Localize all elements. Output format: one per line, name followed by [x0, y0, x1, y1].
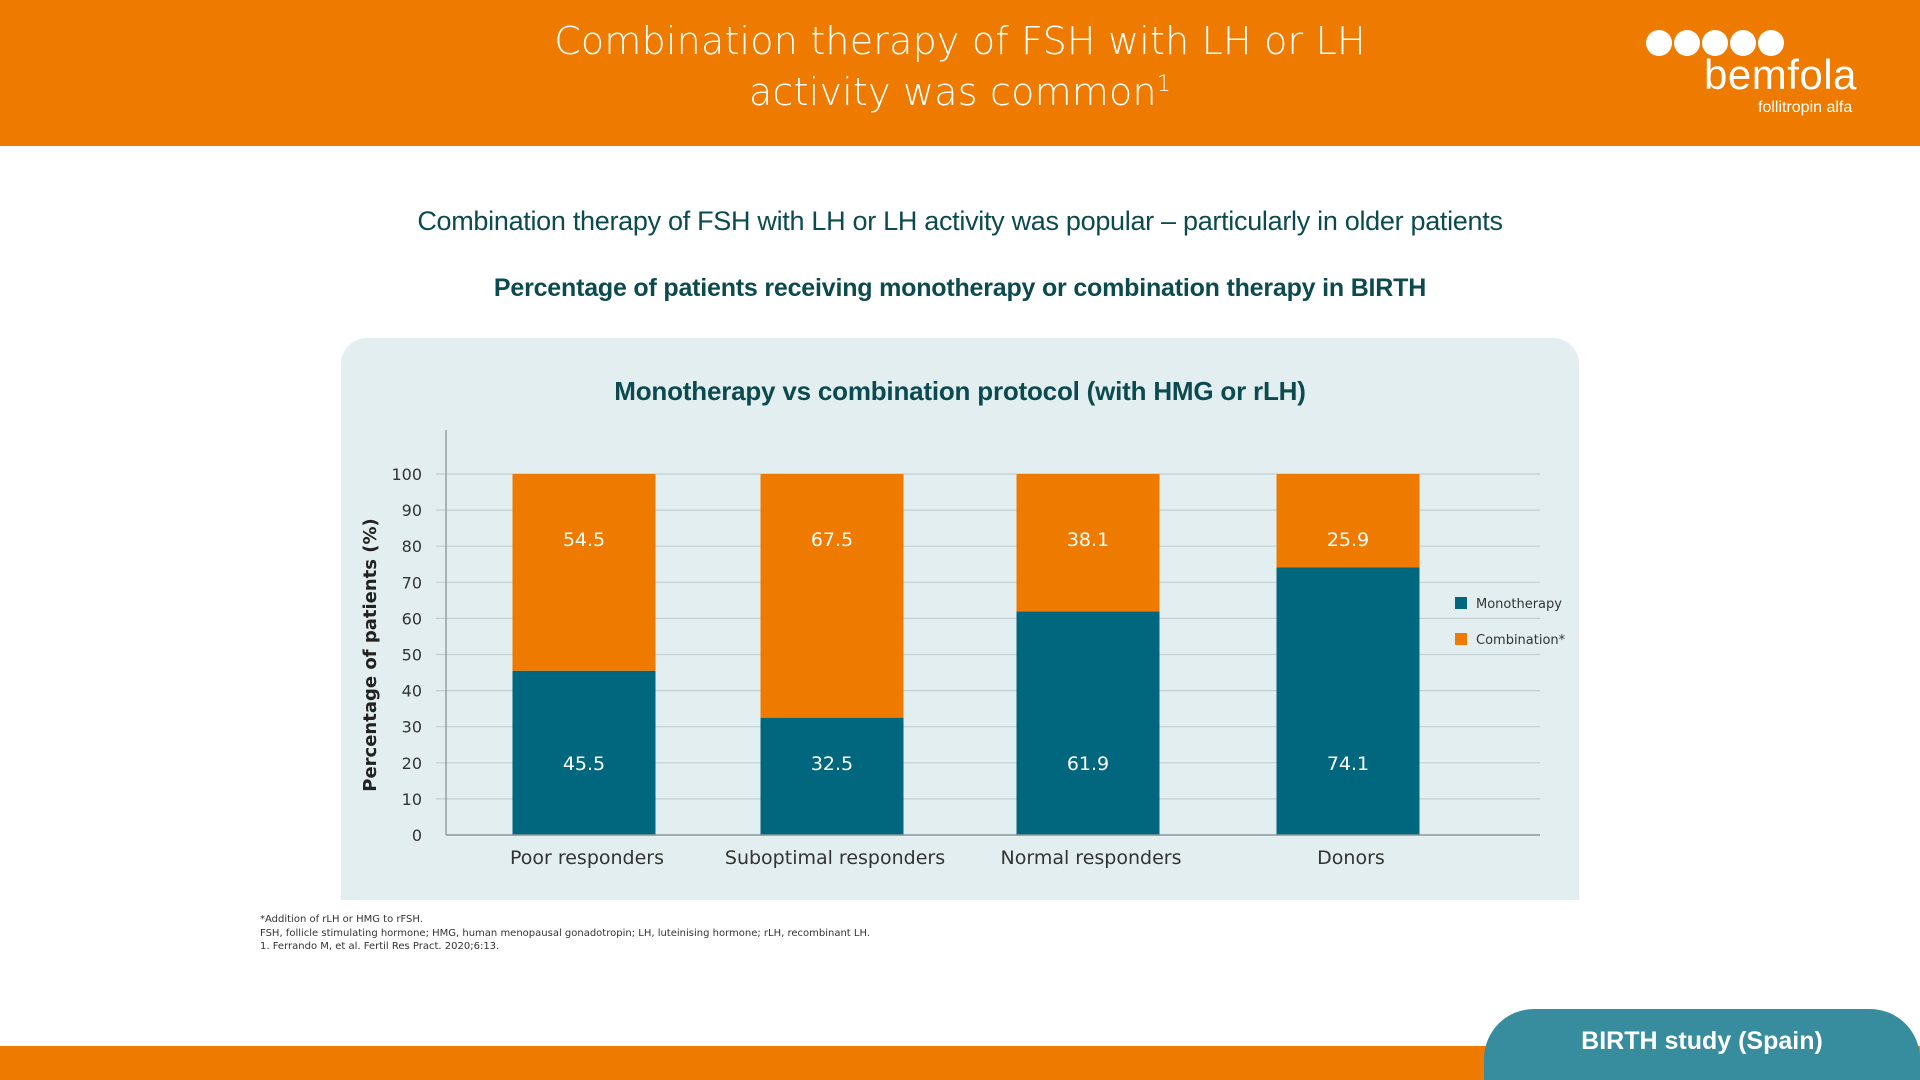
bemfola-logo: bemfola follitropin alfa	[1640, 30, 1890, 120]
study-tab-label: BIRTH study (Spain)	[1581, 1027, 1823, 1055]
logo-dot	[1758, 30, 1784, 56]
bar-segment-combination	[1016, 474, 1160, 612]
footnotes: *Addition of rLH or HMG to rFSH. FSH, fo…	[260, 913, 870, 954]
logo-dot	[1646, 30, 1672, 56]
chart-title: Monotherapy vs combination protocol (wit…	[614, 376, 1306, 406]
bars: 45.5 54.5 32.5 67.5 61.9 38.1 74.1 25.9	[512, 474, 1420, 835]
legend-swatch-combination	[1455, 633, 1467, 645]
logo-dot	[1702, 30, 1728, 56]
study-tab: BIRTH study (Spain)	[1484, 1009, 1920, 1080]
y-tick-label: 0	[412, 826, 422, 845]
footnote-abbreviations: FSH, follicle stimulating hormone; HMG, …	[260, 927, 870, 939]
legend-swatch-monotherapy	[1455, 597, 1467, 609]
bar-segment-monotherapy	[1016, 611, 1160, 835]
axes: 0 10 20 30 40 50 60 70 80 90 100 Percentage of pati…	[360, 430, 1540, 869]
data-label: 67.5	[811, 529, 853, 551]
logo-tagline: follitropin alfa	[1758, 99, 1853, 116]
y-tick-label: 60	[402, 609, 422, 628]
y-tick-label: 80	[402, 537, 422, 556]
footnote-reference: 1. Ferrando M, et al. Fertil Res Pract. …	[260, 941, 500, 952]
x-tick-label: Normal responders	[1001, 847, 1182, 869]
data-label: 38.1	[1067, 529, 1109, 551]
y-axis-label: Percentage of patients (%)	[360, 518, 381, 791]
logo-brand-name: bemfola	[1704, 51, 1857, 98]
data-label: 54.5	[563, 529, 605, 551]
data-label: 45.5	[563, 753, 605, 775]
logo-dot	[1730, 30, 1756, 56]
bar-segment-monotherapy	[1276, 567, 1420, 835]
x-tick-label: Donors	[1317, 847, 1385, 869]
y-tick-label: 10	[402, 790, 422, 809]
slide-title-line-2: activity was common1	[460, 67, 1460, 118]
legend-label: Combination*	[1476, 633, 1566, 648]
slide-title-line-2-text: activity was common	[749, 70, 1157, 114]
slide-title: Combination therapy of FSH with LH or LH…	[460, 16, 1460, 118]
y-tick-label: 50	[402, 646, 422, 665]
reference-superscript: 1	[1156, 72, 1171, 97]
y-tick-label: 70	[402, 573, 422, 592]
logo-dots-icon	[1646, 30, 1784, 56]
slide-subtitle: Combination therapy of FSH with LH or LH…	[417, 206, 1503, 236]
x-tick-label: Poor responders	[510, 847, 664, 869]
footnote-asterisk: *Addition of rLH or HMG to rFSH.	[260, 914, 423, 925]
legend: Monotherapy Combination*	[1455, 597, 1566, 648]
y-tick-label: 20	[402, 754, 422, 773]
x-tick-label: Suboptimal responders	[725, 847, 945, 869]
bar-segment-monotherapy	[512, 670, 656, 835]
data-label: 25.9	[1327, 529, 1369, 551]
y-tick-label: 40	[402, 682, 422, 701]
bar-segment-combination	[1276, 474, 1420, 568]
logo-dot	[1674, 30, 1700, 56]
legend-label: Monotherapy	[1476, 597, 1562, 612]
bar-segment-combination	[512, 474, 656, 671]
bar-segment-monotherapy	[760, 717, 904, 835]
data-label: 74.1	[1327, 753, 1369, 775]
y-tick-label: 90	[402, 501, 422, 520]
y-tick-label: 100	[391, 465, 422, 484]
y-tick-label: 30	[402, 718, 422, 737]
data-label: 61.9	[1067, 753, 1109, 775]
data-label: 32.5	[811, 753, 853, 775]
bar-segment-combination	[760, 474, 904, 718]
header-bar: Combination therapy of FSH with LH or LH…	[0, 0, 1920, 146]
slide-title-line-1: Combination therapy of FSH with LH or LH	[554, 19, 1366, 63]
section-heading: Percentage of patients receiving monothe…	[493, 274, 1427, 302]
